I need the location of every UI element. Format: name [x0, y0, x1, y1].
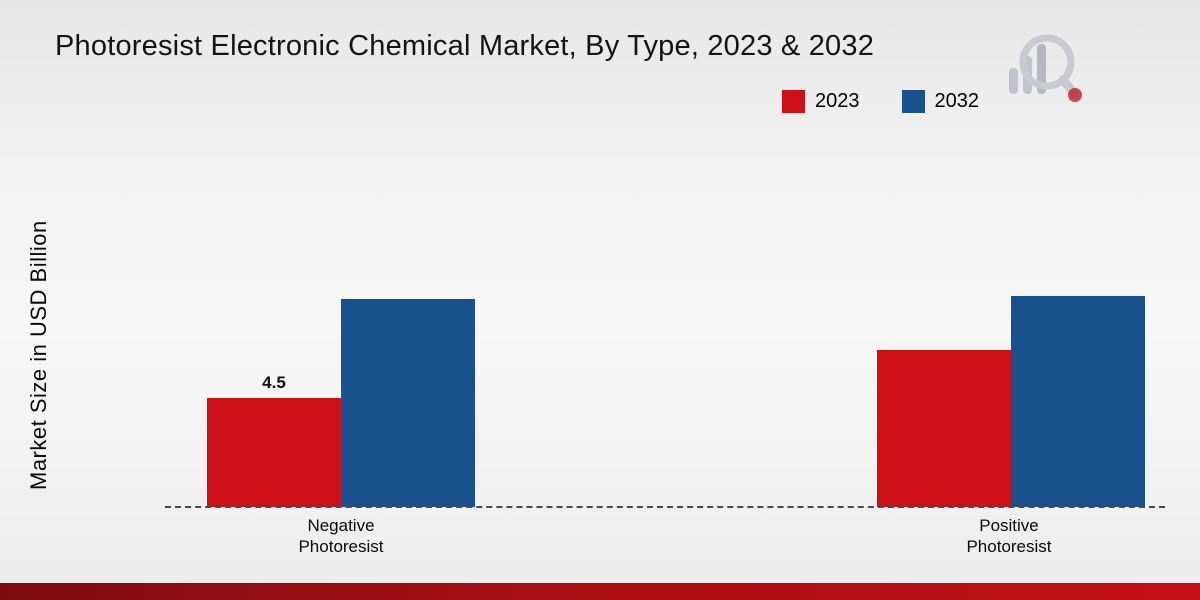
- legend: 2023 2032: [782, 90, 979, 113]
- category-label-positive-photoresist: Positive Photoresist: [966, 516, 1052, 557]
- bar-2023-positive-photoresist: [877, 349, 1011, 507]
- legend-item-2023: 2023: [782, 90, 860, 113]
- bar-value-label: 4.5: [262, 373, 286, 393]
- bar-2023-negative-photoresist: [207, 398, 341, 507]
- legend-label-2023: 2023: [815, 90, 860, 112]
- category-label-negative-photoresist: Negative Photoresist: [298, 516, 384, 557]
- legend-swatch-2032: [901, 90, 925, 113]
- magnifier-icon: [1019, 34, 1082, 102]
- x-axis-line: [165, 506, 1165, 508]
- brand-logo: [1009, 34, 1082, 102]
- footer-accent-bar: [0, 583, 1200, 600]
- legend-item-2032: 2032: [901, 90, 980, 113]
- legend-swatch-2023: [782, 90, 805, 113]
- bar-2032-positive-photoresist: [1011, 296, 1145, 507]
- legend-label-2032: 2032: [934, 90, 980, 112]
- bar-2032-negative-photoresist: [341, 298, 475, 507]
- chart-title: Photoresist Electronic Chemical Market, …: [55, 30, 875, 62]
